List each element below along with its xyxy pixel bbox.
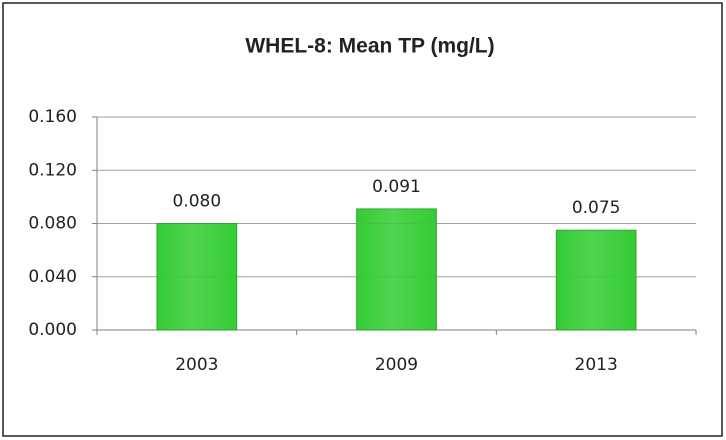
y-tick-label: 0.160 bbox=[28, 107, 77, 127]
y-tick-label: 0.000 bbox=[28, 320, 77, 340]
y-tick-label: 0.120 bbox=[28, 160, 77, 180]
data-label: 0.075 bbox=[572, 198, 621, 218]
bar bbox=[356, 208, 437, 331]
chart-title: WHEL-8: Mean TP (mg/L) bbox=[245, 35, 494, 58]
y-tick-label: 0.080 bbox=[28, 214, 77, 234]
y-tick-label: 0.040 bbox=[28, 267, 77, 287]
x-tick-label: 2009 bbox=[375, 355, 418, 375]
data-label: 0.080 bbox=[172, 192, 221, 212]
bar bbox=[156, 223, 238, 331]
bar bbox=[555, 229, 637, 331]
x-tick-label: 2013 bbox=[575, 355, 618, 375]
x-tick-label: 2003 bbox=[175, 355, 218, 375]
data-label: 0.091 bbox=[372, 177, 421, 197]
